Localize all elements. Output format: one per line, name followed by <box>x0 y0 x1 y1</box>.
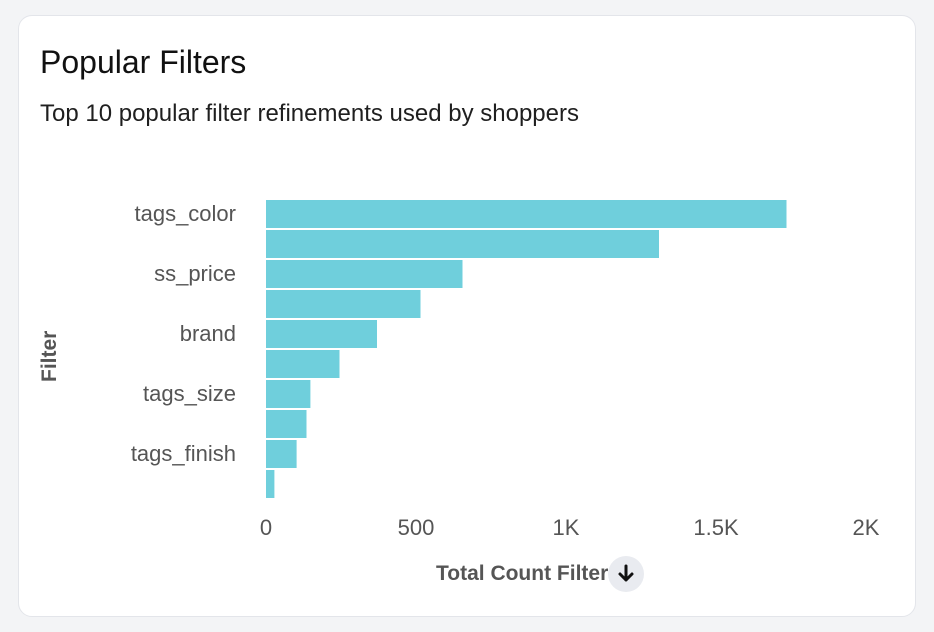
x-tick-label: 0 <box>260 515 272 540</box>
sort-descending-button[interactable] <box>608 556 645 592</box>
bar-row-8[interactable] <box>266 410 307 438</box>
bar-tags_finish[interactable] <box>266 440 297 468</box>
x-tick-label: 2K <box>853 515 880 540</box>
bar-tags_color[interactable] <box>266 200 787 228</box>
bar-row-6[interactable] <box>266 350 340 378</box>
x-tick-label: 1.5K <box>693 515 739 540</box>
y-tick-label: tags_color <box>134 201 236 226</box>
x-axis-label-group: Total Count Filter <box>436 556 645 592</box>
card-subtitle: Top 10 popular filter refinements used b… <box>40 100 579 127</box>
bar-ss_price[interactable] <box>266 260 463 288</box>
x-tick-label: 500 <box>398 515 435 540</box>
bar-row-2[interactable] <box>266 230 659 258</box>
y-tick-label: tags_size <box>143 381 236 406</box>
x-tick-label: 1K <box>553 515 580 540</box>
x-axis-label: Total Count Filter <box>436 562 609 585</box>
bar-tags_size[interactable] <box>266 380 311 408</box>
y-tick-label: tags_finish <box>131 441 236 466</box>
card-title: Popular Filters <box>40 44 247 80</box>
bar-row-10[interactable] <box>266 470 275 498</box>
y-tick-label: brand <box>180 321 236 346</box>
bar-row-4[interactable] <box>266 290 421 318</box>
arrow-down-icon <box>618 564 634 582</box>
y-axis-label: Filter <box>38 330 61 382</box>
y-tick-label: ss_price <box>154 261 236 286</box>
bar-brand[interactable] <box>266 320 377 348</box>
popular-filters-card <box>18 15 916 617</box>
